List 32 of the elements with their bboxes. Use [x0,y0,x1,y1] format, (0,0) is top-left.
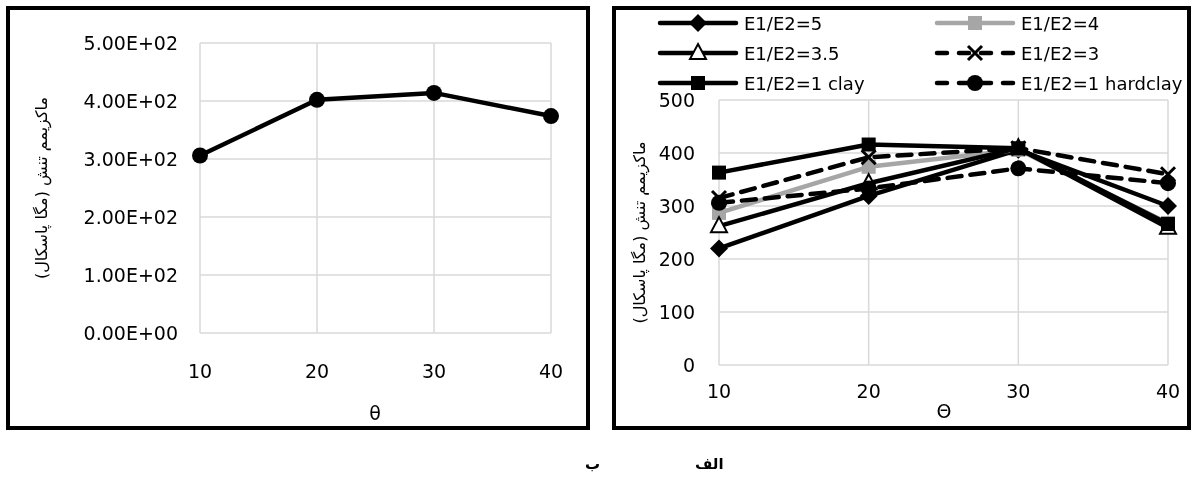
text: ب [585,455,601,473]
x-tick-label: 20 [304,360,330,382]
y-tick-label: 100 [658,301,695,323]
legend-label: E1/E2=1 hardclay [1021,73,1183,94]
y-tick-label: 2.00E+02 [83,206,178,228]
y-tick-label: 0 [682,354,695,376]
x-tick-label: 40 [1155,380,1181,402]
x-axis-title: θ [369,402,381,424]
text: الف [695,455,724,473]
legend-label: E1/E2=3 [1021,43,1100,64]
y-tick-label: 5.00E+02 [83,32,178,54]
x-tick-label: 30 [421,360,447,382]
y-tick-label: 1.00E+02 [83,264,178,286]
y-tick-label: 500 [658,89,695,111]
x-tick-label: 40 [538,360,564,382]
x-tick-label: 20 [856,380,881,402]
y-tick-label: 400 [658,142,695,164]
y-axis-title: ماکزیمم تنش (مگا پاسکال) [31,96,52,280]
y-axis-title: ماکزیمم تنش (مگا پاسکال) [629,141,650,324]
y-tick-label: 3.00E+02 [83,148,178,170]
x-tick-label: 10 [706,380,732,402]
legend-label: E1/E2=4 [1021,13,1100,34]
x-tick-label: 30 [1006,380,1031,402]
x-axis-title: Θ [936,400,952,422]
legend-label: E1/E2=5 [744,13,823,34]
y-tick-label: 4.00E+02 [83,90,178,112]
x-tick-label: 10 [187,360,213,382]
legend-label: E1/E2=1 clay [744,73,865,94]
y-tick-label: 300 [658,195,695,217]
legend-label: E1/E2=3.5 [744,43,840,64]
y-tick-label: 200 [658,248,695,270]
y-tick-label: 0.00E+00 [83,322,178,344]
